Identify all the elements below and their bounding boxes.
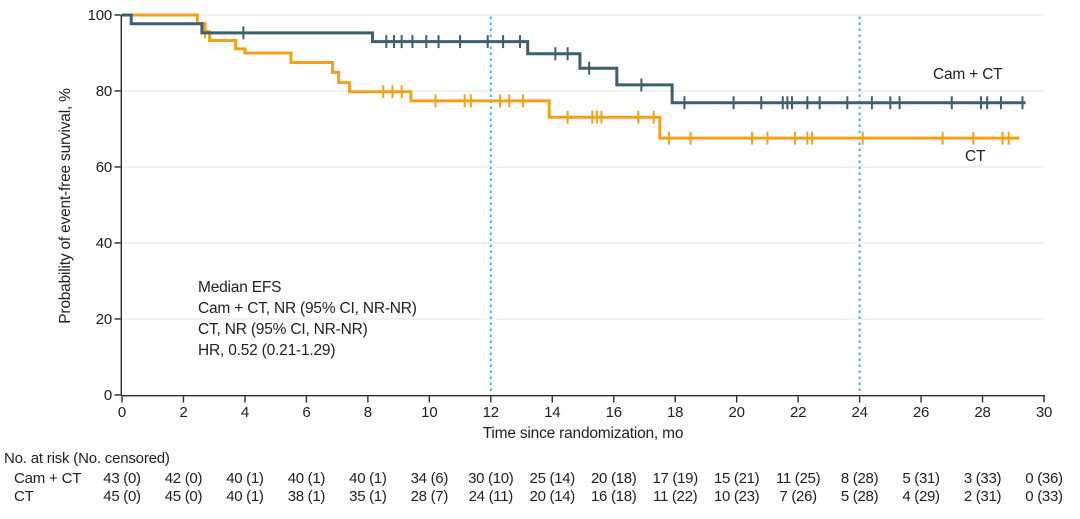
risk-cell: 20 (14) bbox=[529, 488, 576, 505]
risk-cell: 0 (33) bbox=[1025, 488, 1063, 505]
risk-cell: 25 (14) bbox=[529, 470, 576, 487]
annotation-hazard-ratio: HR, 0.52 (0.21-1.29) bbox=[198, 342, 336, 359]
x-tick-label-4: 4 bbox=[240, 404, 249, 421]
risk-cell: 8 (28) bbox=[840, 470, 879, 487]
risk-table-header: No. at risk (No. censored) bbox=[4, 450, 170, 467]
risk-cell: 45 (0) bbox=[164, 488, 203, 505]
risk-cell: 40 (1) bbox=[226, 470, 264, 487]
risk-cell: 15 (21) bbox=[713, 470, 760, 487]
y-tick-label-80: 80 bbox=[95, 83, 112, 100]
risk-cell: 10 (23) bbox=[713, 488, 760, 505]
y-tick-label-20: 20 bbox=[95, 311, 112, 328]
risk-cell: 11 (22) bbox=[653, 488, 698, 505]
risk-cell: 30 (10) bbox=[468, 470, 514, 487]
risk-cell: 43 (0) bbox=[103, 470, 141, 487]
risk-cell: 16 (18) bbox=[591, 488, 637, 505]
risk-cell: 4 (29) bbox=[902, 488, 940, 505]
curve-label-camct: Cam + CT bbox=[933, 66, 1003, 83]
x-tick-label-30: 30 bbox=[1035, 404, 1053, 421]
risk-cell: 40 (1) bbox=[287, 470, 326, 487]
risk-cell: 24 (11) bbox=[468, 488, 514, 505]
x-tick-label-8: 8 bbox=[363, 404, 372, 421]
annotation-median-efs: Median EFS bbox=[198, 279, 282, 296]
risk-cell: 38 (1) bbox=[287, 488, 326, 505]
x-tick-label-2: 2 bbox=[179, 404, 188, 421]
x-tick-label-14: 14 bbox=[544, 404, 561, 421]
risk-cell: 7 (26) bbox=[779, 488, 817, 505]
x-axis-title: Time since randomization, mo bbox=[482, 425, 684, 442]
y-axis-title: Probability of event-free survival, % bbox=[57, 88, 74, 324]
risk-cell: 0 (36) bbox=[1025, 470, 1063, 487]
x-tick-label-16: 16 bbox=[605, 404, 622, 421]
km-curve-camct bbox=[122, 13, 1026, 105]
x-tick-label-10: 10 bbox=[421, 404, 438, 421]
x-tick-label-26: 26 bbox=[912, 404, 930, 421]
x-tick-label-28: 28 bbox=[974, 404, 991, 421]
curve-label-ct: CT bbox=[965, 148, 986, 165]
annotation-camct-median: Cam + CT, NR (95% CI, NR-NR) bbox=[198, 300, 417, 317]
risk-cell: 11 (25) bbox=[775, 470, 821, 487]
risk-row-label-ct: CT bbox=[14, 488, 34, 505]
annotation-ct-median: CT, NR (95% CI, NR-NR) bbox=[198, 321, 368, 338]
risk-cell: 35 (1) bbox=[349, 488, 387, 505]
risk-cell: 34 (6) bbox=[410, 470, 449, 487]
risk-row-label-camct: Cam + CT bbox=[14, 470, 82, 487]
risk-cell: 45 (0) bbox=[103, 488, 141, 505]
risk-cell: 40 (1) bbox=[226, 488, 264, 505]
median-efs-annotation: Median EFS Cam + CT, NR (95% CI, NR-NR) … bbox=[198, 277, 417, 361]
survival-plot-canvas bbox=[114, 13, 1045, 403]
x-tick-label-24: 24 bbox=[851, 404, 868, 421]
risk-cell: 5 (31) bbox=[902, 470, 940, 487]
x-tick-label-6: 6 bbox=[302, 404, 311, 421]
risk-cell: 3 (33) bbox=[963, 470, 1002, 487]
risk-cell: 2 (31) bbox=[963, 488, 1002, 505]
y-tick-label-60: 60 bbox=[95, 159, 112, 176]
x-tick-label-0: 0 bbox=[117, 404, 127, 421]
x-tick-label-18: 18 bbox=[667, 404, 684, 421]
y-tick-label-100: 100 bbox=[87, 7, 113, 24]
risk-cell: 5 (28) bbox=[840, 488, 879, 505]
risk-cell: 42 (0) bbox=[164, 470, 203, 487]
x-tick-label-22: 22 bbox=[789, 404, 807, 421]
x-tick-label-20: 20 bbox=[728, 404, 745, 421]
y-tick-label-40: 40 bbox=[95, 235, 112, 252]
risk-cell: 28 (7) bbox=[410, 488, 449, 505]
risk-cell: 40 (1) bbox=[349, 470, 387, 487]
y-tick-label-0: 0 bbox=[103, 387, 112, 404]
risk-cell: 20 (18) bbox=[591, 470, 637, 487]
risk-cell: 17 (19) bbox=[652, 470, 698, 487]
x-tick-label-12: 12 bbox=[482, 404, 499, 421]
